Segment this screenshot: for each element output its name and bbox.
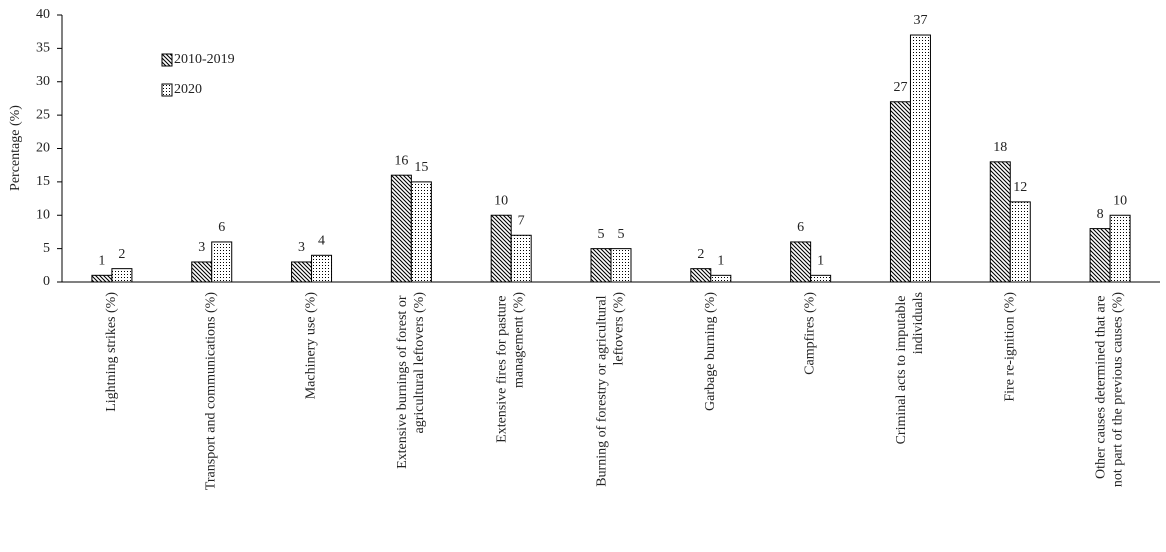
bar — [91, 274, 113, 283]
y-tick-label: 5 — [43, 241, 50, 256]
y-axis-title: Percentage (%) — [8, 105, 23, 191]
x-tick-label: Burning of forestry or agricultural left… — [595, 292, 627, 487]
value-label: 4 — [318, 234, 325, 249]
bar — [311, 254, 333, 283]
value-label: 2 — [118, 247, 125, 262]
bar — [1009, 201, 1031, 283]
bar — [111, 268, 133, 283]
x-tick-label: Garbage burning (%) — [703, 292, 718, 411]
legend-label: 2020 — [174, 82, 202, 97]
value-label: 27 — [893, 80, 907, 95]
legend-label: 2010-2019 — [174, 52, 235, 67]
x-tick-label: Extensive burnings of forest or agricult… — [395, 292, 427, 469]
bar — [690, 268, 712, 283]
bar — [510, 234, 532, 283]
bar — [1109, 214, 1131, 283]
bar — [291, 261, 313, 283]
bar — [889, 101, 911, 283]
bar — [790, 241, 812, 283]
bar — [989, 161, 1011, 283]
bar — [410, 181, 432, 283]
value-label: 5 — [598, 227, 605, 242]
value-label: 10 — [494, 193, 508, 208]
bar — [590, 248, 612, 283]
x-tick-label: Extensive fires for pasture management (… — [495, 292, 527, 443]
y-tick-label: 35 — [36, 41, 50, 56]
value-label: 2 — [697, 247, 704, 262]
x-tick-label: Machinery use (%) — [304, 292, 319, 400]
bar — [211, 241, 233, 283]
bar — [909, 34, 931, 283]
x-tick-label: Transport and communications (%) — [204, 292, 219, 491]
bar — [490, 214, 512, 283]
value-label: 8 — [1097, 207, 1104, 222]
x-tick-label: Other causes determined that are not par… — [1094, 292, 1126, 487]
x-tick-label: Campfires (%) — [803, 292, 818, 375]
y-tick-label: 30 — [36, 74, 50, 89]
x-tick-label: Criminal acts to imputable individuals — [894, 292, 926, 444]
bar — [610, 248, 632, 283]
value-label: 1 — [98, 254, 105, 269]
legend-swatch — [161, 53, 173, 67]
value-label: 6 — [797, 220, 804, 235]
value-label: 12 — [1013, 180, 1027, 195]
bar — [191, 261, 213, 283]
value-label: 10 — [1113, 193, 1127, 208]
value-label: 1 — [717, 254, 724, 269]
bar — [1089, 228, 1111, 283]
value-label: 7 — [518, 213, 525, 228]
bar — [810, 274, 832, 283]
x-tick-label: Lightning strikes (%) — [104, 292, 119, 412]
y-tick-label: 15 — [36, 174, 50, 189]
value-label: 15 — [414, 160, 428, 175]
y-tick-label: 40 — [36, 7, 50, 22]
value-label: 18 — [993, 140, 1007, 155]
y-tick-label: 25 — [36, 107, 50, 122]
value-label: 5 — [618, 227, 625, 242]
x-tick-label: Fire re-ignition (%) — [1002, 292, 1017, 402]
bar — [710, 274, 732, 283]
y-tick-label: 0 — [43, 274, 50, 289]
y-tick-label: 10 — [36, 207, 50, 222]
value-label: 37 — [913, 13, 927, 28]
bar — [390, 174, 412, 283]
value-label: 1 — [817, 254, 824, 269]
value-label: 6 — [218, 220, 225, 235]
value-label: 16 — [394, 153, 408, 168]
legend-swatch — [161, 83, 173, 97]
y-tick-label: 20 — [36, 141, 50, 156]
value-label: 3 — [298, 240, 305, 255]
value-label: 3 — [198, 240, 205, 255]
